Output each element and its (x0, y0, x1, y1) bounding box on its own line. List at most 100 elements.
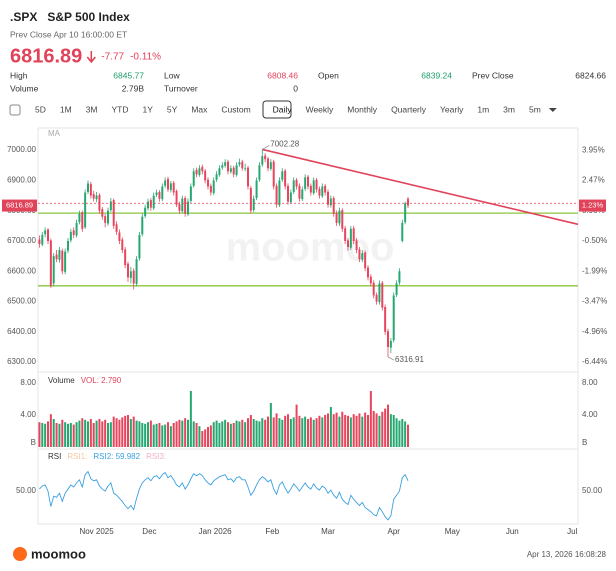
volume-bar (341, 411, 344, 447)
dropdown-arrow[interactable] (548, 108, 557, 112)
candle-body (238, 162, 241, 165)
timeframe-tab[interactable]: YTD (112, 104, 129, 114)
timeframe-tab[interactable]: 3M (86, 104, 98, 114)
x-tick-label: May (445, 527, 460, 536)
candle-body (172, 182, 175, 193)
volume-bar (58, 423, 61, 447)
timeframe-tab[interactable]: 5m (529, 104, 541, 114)
volume-bar (87, 421, 89, 447)
y-tick-label: 6600.00 (7, 266, 36, 275)
candle-body (52, 256, 55, 284)
high-leader (262, 145, 270, 150)
candle-body (178, 204, 181, 211)
candle-body (69, 231, 72, 241)
candle-body (132, 270, 135, 284)
candle-body (187, 201, 189, 215)
volume-bar (255, 420, 258, 447)
volume-bar (292, 417, 295, 447)
volume-bar (204, 429, 207, 447)
candle-body (281, 171, 284, 180)
timeframe-tab[interactable]: 1m (477, 104, 489, 114)
volume-bar (269, 403, 272, 447)
pct-tag: 1.23% (582, 201, 604, 210)
candle-body (209, 185, 212, 193)
timeframe-tab[interactable]: Monthly (347, 104, 378, 114)
volume-bar (281, 419, 284, 447)
x-tick-label: Apr (387, 527, 400, 536)
candle-body (41, 234, 44, 245)
y2-tick-label: -6.44% (582, 357, 607, 366)
volume-bar (227, 422, 229, 447)
candle-body (267, 158, 269, 169)
volume-bar (207, 427, 209, 447)
volume-bar (361, 416, 364, 447)
volume-bar (221, 421, 224, 447)
candle-body (89, 184, 92, 196)
volume-tick-label: B (31, 438, 36, 447)
candle-body (158, 191, 161, 199)
timeframe-tab[interactable]: Max (191, 104, 208, 114)
volume-bar (278, 418, 281, 447)
x-tick-label: Jul (567, 527, 577, 536)
volume-bar (332, 414, 335, 447)
candle-body (198, 168, 201, 175)
volume-bar (364, 412, 367, 447)
timeframe-tab[interactable]: Daily (273, 104, 293, 114)
volume-bar (247, 418, 249, 447)
volume-bar (275, 413, 278, 447)
volume-tick-label-right: 4.00 (582, 410, 598, 419)
status: Prev Close Apr 10 16:00:00 ET (10, 29, 127, 39)
candle-body (92, 194, 95, 199)
change: -7.77 (101, 52, 124, 63)
timeframe-tab[interactable]: Quarterly (391, 104, 427, 114)
candle-body (38, 239, 41, 245)
volume-bar (358, 413, 361, 447)
volume-bar (238, 421, 241, 447)
timeframe-tab[interactable]: 5Y (167, 104, 178, 114)
volume-bar (347, 415, 349, 447)
candle-body (155, 192, 158, 195)
volume-bar (89, 419, 92, 447)
candle-body (347, 240, 349, 248)
candle-body (147, 201, 149, 209)
timeframe-tab[interactable]: 1M (60, 104, 72, 114)
candle-body (249, 187, 252, 211)
volume-bar (164, 424, 167, 447)
timeframe-tab[interactable]: Weekly (306, 104, 334, 114)
ma-label: MA (48, 129, 61, 138)
candle-body (255, 180, 258, 198)
timeframe-tab[interactable]: 1Y (143, 104, 154, 114)
volume-bar (127, 415, 129, 447)
volume-bar (92, 423, 95, 447)
volume-bar (344, 415, 347, 447)
volume-bar (267, 416, 269, 447)
volume-bar (398, 420, 401, 447)
candle-body (152, 195, 155, 209)
candle-body (398, 271, 401, 283)
symbol: .SPX (10, 10, 37, 24)
candle-body (324, 185, 327, 193)
volume-bar (287, 414, 289, 447)
volume-bar (321, 417, 324, 447)
timeframe-tab[interactable]: Yearly (440, 104, 464, 114)
volume-bar (161, 425, 164, 447)
candle-body (229, 168, 232, 172)
candle-body (55, 254, 58, 260)
timeframe-tab[interactable]: Custom (221, 104, 250, 114)
indicator-icon[interactable] (9, 104, 21, 116)
volume-bar (47, 421, 49, 447)
volume-bar (192, 421, 195, 447)
timeframe-tab[interactable]: 5D (35, 104, 46, 114)
stat-label: Turnover (164, 83, 198, 93)
candle-body (292, 180, 295, 192)
candle-body (318, 188, 321, 196)
volume-bar (372, 411, 375, 447)
timeframe-tab[interactable]: 3m (503, 104, 515, 114)
candle-body (338, 210, 341, 224)
volume-bar (112, 416, 115, 447)
volume-bar (158, 423, 161, 447)
volume-bar (367, 415, 369, 447)
volume-bar (38, 422, 41, 447)
volume-bar (67, 423, 69, 447)
volume-bar (264, 419, 267, 447)
